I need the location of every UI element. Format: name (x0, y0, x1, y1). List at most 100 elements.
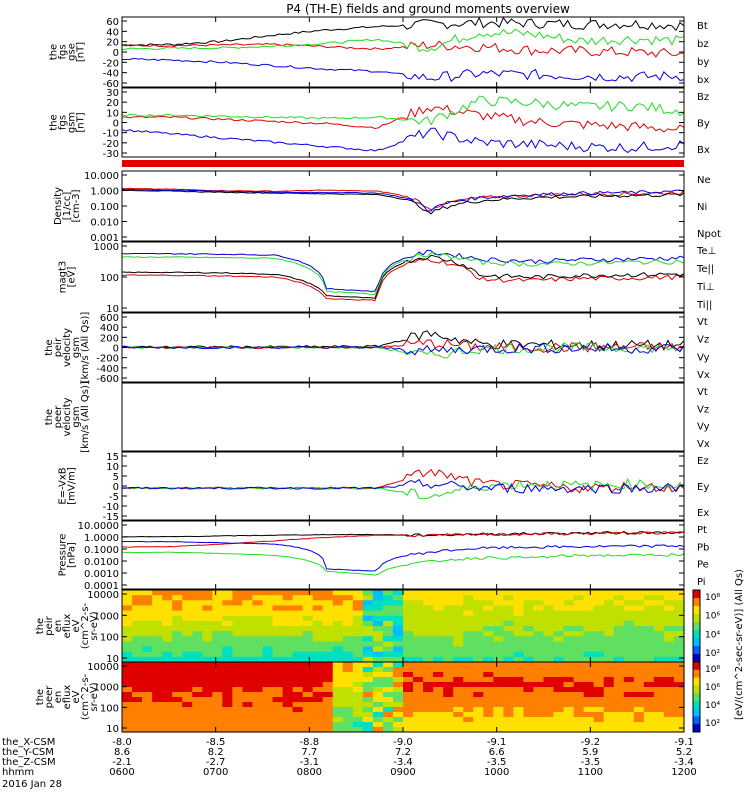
spectrogram-cell (453, 662, 464, 668)
spectrogram-cell (423, 595, 434, 601)
spectrogram-cell (503, 702, 514, 708)
spectrogram-cell (392, 672, 404, 678)
spectrogram-cell (553, 687, 565, 693)
panel-2-ytick-label-3: 0 (113, 119, 119, 130)
spectrogram-cell (262, 662, 274, 668)
spectrogram-cell (232, 727, 244, 733)
spectrogram-cell (302, 697, 314, 703)
spectrogram-cell (302, 615, 314, 622)
spectrogram-cell (392, 717, 404, 723)
spectrogram-cell (593, 697, 605, 703)
spectrogram-cell (122, 667, 133, 673)
spectrogram-cell (593, 677, 605, 683)
spectrogram-cell (352, 687, 364, 693)
spectrogram-cell (593, 610, 605, 617)
spectrogram-cell (122, 722, 133, 728)
panel-9-ylabel-3: eflux (62, 614, 73, 639)
spectrogram-cell (643, 717, 655, 723)
axis-row-2-value-3: -3.4 (393, 757, 413, 768)
spectrogram-cell (483, 667, 494, 673)
spectrogram-cell (473, 615, 484, 622)
spectrogram-cell (633, 610, 645, 617)
spectrogram-cell (252, 590, 264, 596)
spectrogram-cell (413, 717, 424, 723)
spectrogram-cell (453, 610, 464, 617)
spectrogram-cell (192, 677, 203, 683)
spectrogram-cell (122, 615, 133, 622)
spectrogram-cell (523, 727, 535, 733)
panel-5-ytick-label-1: 400 (100, 323, 119, 334)
spectrogram-cell (603, 687, 615, 693)
spectrogram-cell (613, 677, 625, 683)
spectrogram-cell (673, 712, 685, 718)
spectrogram-cell (202, 600, 213, 607)
spectrogram-cell (423, 646, 434, 653)
series-Ti⊥ (121, 249, 685, 293)
spectrogram-cell (132, 672, 143, 678)
spectrogram-cell (182, 692, 193, 698)
spectrogram-cell (232, 646, 244, 653)
spectrogram-cell (573, 626, 585, 632)
spectrogram-cell (242, 682, 254, 688)
spectrogram-cell (162, 712, 173, 718)
spectrogram-cell (362, 667, 374, 673)
spectrogram-cell (292, 626, 304, 632)
spectrogram-cell (212, 620, 223, 627)
spectrogram-cell (543, 651, 555, 658)
spectrogram-cell (603, 727, 615, 733)
spectrogram-cell (453, 692, 464, 698)
spectrogram-cell (332, 590, 344, 596)
spectrogram-cell (653, 702, 665, 708)
spectrogram-cell (202, 717, 213, 723)
spectrogram-cell (603, 656, 615, 663)
spectrogram-cell (553, 615, 565, 622)
spectrogram-cell (362, 605, 374, 612)
spectrogram-cell (463, 656, 474, 663)
spectrogram-cell (142, 656, 153, 663)
spectrogram-cell (463, 620, 474, 627)
spectrogram-cell (392, 620, 404, 627)
spectrogram-cell (382, 662, 394, 668)
panel-3-ylabel-2: [cm-3] (71, 189, 82, 222)
spectrogram-cell (623, 631, 635, 637)
spectrogram-cell (322, 615, 334, 622)
spectrogram-cell (212, 626, 223, 632)
spectrogram-cell (182, 626, 193, 632)
spectrogram-cell (423, 590, 434, 596)
spectrogram-cell (443, 682, 454, 688)
spectrogram-cell (503, 600, 514, 607)
spectrogram-cell (433, 662, 444, 668)
spectrogram-cell (443, 692, 454, 698)
spectrogram-cell (523, 672, 535, 678)
spectrogram-cell (162, 692, 173, 698)
spectrogram-cell (403, 662, 414, 668)
spectrogram-cell (583, 626, 595, 632)
spectrogram-cell (202, 620, 213, 627)
spectrogram-cell (152, 590, 163, 596)
spectrogram-cell (413, 646, 424, 653)
spectrogram-cell (453, 590, 464, 596)
panel-1-ylabel-1: fgs (58, 44, 69, 59)
spectrogram-cell (292, 697, 304, 703)
spectrogram-cell (342, 646, 354, 653)
spectrogram-cell (533, 687, 545, 693)
spectrogram-cell (423, 626, 434, 632)
spectrogram-cell (312, 646, 324, 653)
spectrogram-cell (312, 662, 324, 668)
spectrogram-cell (573, 615, 585, 622)
spectrogram-cell (132, 677, 143, 683)
legend-By: By (697, 119, 710, 130)
spectrogram-cell (282, 636, 294, 643)
spectrogram-cell (633, 662, 645, 668)
spectrogram-cell (352, 600, 364, 607)
spectrogram-cell (292, 641, 304, 648)
spectrogram-cell (633, 672, 645, 678)
spectrogram-cell (212, 707, 223, 713)
series-Ey (121, 477, 685, 500)
spectrogram-cell (172, 717, 183, 723)
panel-7-ytick-label-5: -10 (103, 502, 119, 513)
spectrogram-cell (232, 712, 244, 718)
spectrogram-cell (122, 672, 133, 678)
spectrogram-cell (382, 667, 394, 673)
spectrogram-cell (262, 636, 274, 643)
